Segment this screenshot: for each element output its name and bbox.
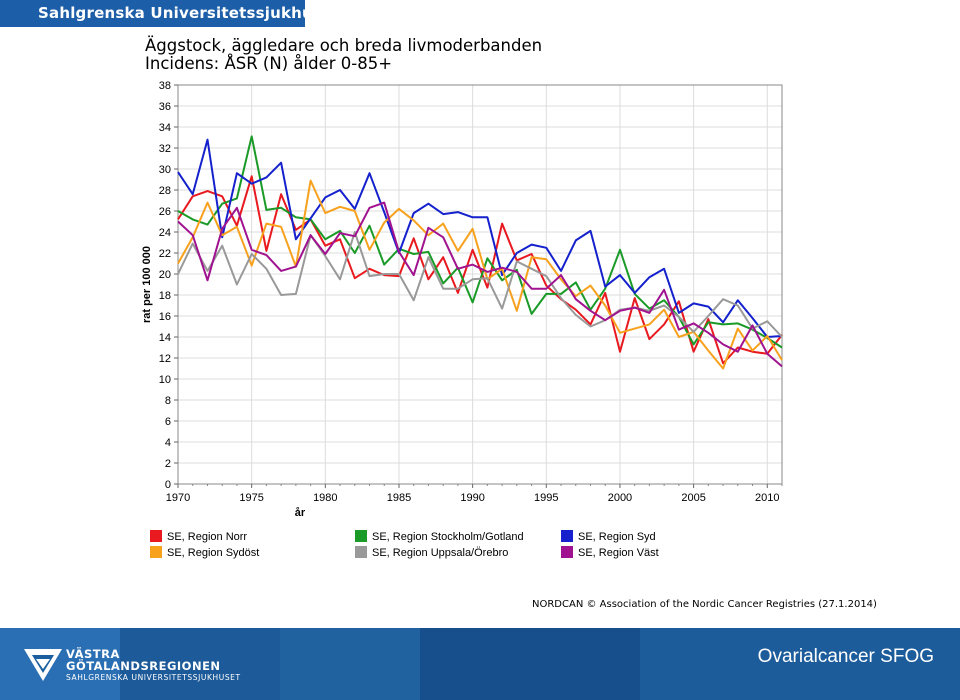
footer-band bbox=[120, 628, 280, 700]
region-logo-icon bbox=[24, 649, 62, 681]
x-tick-label: 2000 bbox=[608, 492, 632, 504]
legend-swatch bbox=[561, 530, 573, 542]
legend-label: SE, Region Syd bbox=[578, 531, 656, 543]
y-tick-label: 36 bbox=[159, 101, 171, 113]
x-tick-label: 2010 bbox=[755, 492, 779, 504]
y-tick-label: 32 bbox=[159, 143, 171, 155]
legend-label: SE, Region Norr bbox=[167, 531, 247, 543]
legend-swatch bbox=[355, 530, 367, 542]
footer-band bbox=[420, 628, 640, 700]
y-tick-label: 20 bbox=[159, 269, 171, 281]
series-line-4 bbox=[177, 179, 783, 370]
legend: SE, Region Norr SE, Region Stockholm/Gotl… bbox=[150, 530, 659, 559]
source-credit: NORDCAN © Association of the Nordic Canc… bbox=[532, 599, 877, 610]
series-line-3 bbox=[177, 138, 783, 338]
footer-band bbox=[280, 628, 420, 700]
y-tick-label: 18 bbox=[159, 290, 171, 302]
region-logo-text: VÄSTRA GÖTALANDSREGIONEN SAHLGRENSKA UNI… bbox=[66, 648, 241, 683]
footer-band bbox=[0, 628, 120, 700]
y-tick-label: 38 bbox=[159, 80, 171, 92]
series-lines bbox=[177, 135, 783, 370]
header-bar: Sahlgrenska Universitetssjukhuset bbox=[0, 0, 340, 27]
y-tick-label: 4 bbox=[165, 437, 171, 449]
legend-swatch bbox=[150, 530, 162, 542]
logo-line-2: GÖTALANDSREGIONEN bbox=[66, 659, 221, 673]
series-line-6 bbox=[177, 201, 783, 368]
y-tick-label: 30 bbox=[159, 164, 171, 176]
y-tick-label: 34 bbox=[159, 122, 171, 134]
y-tick-label: 16 bbox=[159, 311, 171, 323]
logo-line-1: VÄSTRA bbox=[66, 647, 120, 661]
y-tick-label: 14 bbox=[159, 332, 171, 344]
legend-label: SE, Region Uppsala/Örebro bbox=[372, 547, 508, 559]
legend-swatch bbox=[355, 546, 367, 558]
legend-swatch bbox=[150, 546, 162, 558]
x-tick-label: 1970 bbox=[166, 492, 190, 504]
x-tick-label: 1995 bbox=[534, 492, 558, 504]
y-tick-label: 26 bbox=[159, 206, 171, 218]
legend-swatch bbox=[561, 546, 573, 558]
x-tick-label: 1990 bbox=[460, 492, 484, 504]
series-line-5 bbox=[177, 231, 783, 338]
x-tick-label: 1975 bbox=[239, 492, 263, 504]
legend-label: SE, Region Stockholm/Gotland bbox=[372, 531, 524, 543]
logo-line-3: SAHLGRENSKA UNIVERSITETSSJUKHUSET bbox=[66, 673, 241, 682]
legend-label: SE, Region Väst bbox=[578, 547, 659, 559]
y-tick-label: 22 bbox=[159, 248, 171, 260]
org-name: Sahlgrenska Universitetssjukhuset bbox=[38, 4, 340, 22]
footer-bar: VÄSTRA GÖTALANDSREGIONEN SAHLGRENSKA UNI… bbox=[0, 628, 960, 700]
series-line-2 bbox=[177, 135, 783, 349]
chart-title: Äggstock, äggledare och breda livmoderba… bbox=[145, 36, 543, 55]
y-tick-label: 12 bbox=[159, 353, 171, 365]
x-tick-label: 1980 bbox=[313, 492, 337, 504]
grid-lines bbox=[177, 84, 782, 485]
legend-label: SE, Region Sydöst bbox=[167, 547, 259, 559]
y-tick-label: 0 bbox=[165, 479, 171, 491]
plot-frame bbox=[177, 84, 783, 485]
x-tick-label: 2005 bbox=[681, 492, 705, 504]
y-tick-label: 2 bbox=[165, 458, 171, 470]
y-tick-label: 6 bbox=[165, 416, 171, 428]
series-line-1 bbox=[177, 175, 783, 365]
x-tick-label: 1985 bbox=[387, 492, 411, 504]
footer-band bbox=[640, 628, 960, 700]
y-tick-label: 8 bbox=[165, 395, 171, 407]
y-tick-label: 10 bbox=[159, 374, 171, 386]
chart-subtitle: Incidens: ÅSR (N) ålder 0-85+ bbox=[145, 54, 393, 73]
presentation-title: Ovarialcancer SFOG bbox=[757, 646, 934, 667]
y-tick-label: 28 bbox=[159, 185, 171, 197]
y-axis-label: rat per 100 000 bbox=[141, 246, 153, 323]
y-tick-label: 24 bbox=[159, 227, 171, 239]
x-axis-label: år bbox=[295, 507, 306, 519]
